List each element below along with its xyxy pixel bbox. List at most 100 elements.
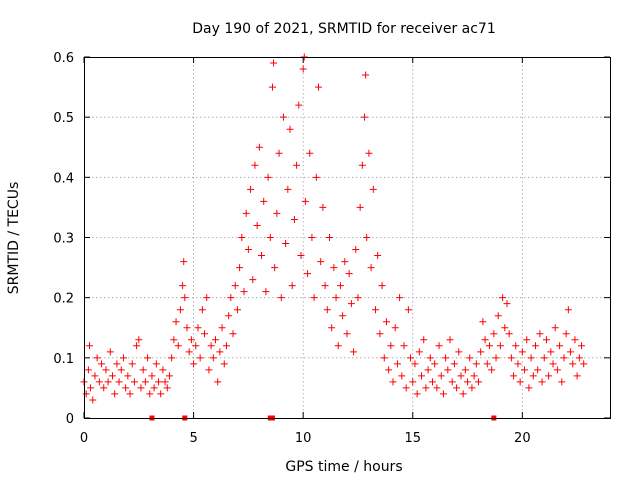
- data-point: [172, 318, 180, 326]
- data-point: [146, 390, 154, 398]
- data-point: [181, 294, 189, 302]
- data-point: [104, 378, 112, 386]
- data-point: [273, 209, 281, 217]
- y-tick-label: 0.3: [53, 232, 74, 247]
- data-point: [137, 384, 145, 392]
- data-point: [540, 354, 548, 362]
- data-point: [148, 372, 156, 380]
- data-point: [470, 372, 478, 380]
- data-point: [418, 372, 426, 380]
- data-point: [361, 113, 369, 121]
- data-point: [407, 354, 415, 362]
- data-point: [536, 330, 544, 338]
- data-point: [209, 354, 217, 362]
- data-point: [446, 336, 454, 344]
- data-point: [560, 354, 568, 362]
- data-point: [402, 384, 410, 392]
- data-point: [496, 342, 504, 350]
- data-point: [431, 360, 439, 368]
- data-point: [98, 360, 106, 368]
- data-point: [233, 306, 241, 314]
- data-point: [538, 378, 546, 386]
- data-point: [553, 366, 561, 374]
- data-point: [571, 336, 579, 344]
- y-tick-label: 0.1: [53, 352, 74, 367]
- data-point: [439, 390, 447, 398]
- data-point: [194, 324, 202, 332]
- x-tick-label: 0: [80, 431, 88, 446]
- data-point: [198, 306, 206, 314]
- data-point: [389, 378, 397, 386]
- data-point: [187, 336, 195, 344]
- data-point: [135, 336, 143, 344]
- data-point: [84, 366, 92, 374]
- data-point: [367, 264, 375, 272]
- data-point: [220, 360, 228, 368]
- data-point: [371, 306, 379, 314]
- y-axis-label: SRMTID / TECUs: [6, 182, 22, 295]
- data-point: [183, 324, 191, 332]
- data-point: [492, 354, 500, 362]
- data-point: [212, 336, 219, 344]
- data-point: [354, 294, 362, 302]
- data-point: [277, 294, 285, 302]
- data-point: [442, 354, 450, 362]
- data-point: [270, 59, 278, 67]
- data-point: [518, 348, 526, 356]
- data-point: [258, 252, 266, 260]
- data-point: [115, 378, 123, 386]
- data-point: [284, 185, 292, 193]
- data-point: [128, 360, 136, 368]
- data-point: [450, 360, 458, 368]
- y-tick-label: 0.4: [53, 171, 74, 186]
- x-axis-label: GPS time / hours: [285, 459, 402, 475]
- data-point: [95, 378, 103, 386]
- data-point: [225, 312, 233, 320]
- data-point: [580, 360, 588, 368]
- data-point: [113, 360, 121, 368]
- data-point: [488, 366, 496, 374]
- data-point: [549, 360, 557, 368]
- data-point: [321, 282, 329, 290]
- data-point: [93, 354, 101, 362]
- data-point: [413, 390, 421, 398]
- data-point: [268, 83, 276, 91]
- data-point: [479, 318, 487, 326]
- data-point: [448, 378, 456, 386]
- data-point: [106, 348, 114, 356]
- data-point: [165, 372, 173, 380]
- data-point: [374, 252, 382, 260]
- grid-lines: [84, 57, 610, 418]
- data-point: [426, 354, 434, 362]
- data-point: [466, 354, 474, 362]
- data-point: [523, 336, 531, 344]
- data-point: [358, 161, 366, 169]
- data-point: [150, 384, 158, 392]
- data-point: [334, 342, 342, 350]
- data-point: [174, 342, 182, 350]
- data-point: [453, 384, 461, 392]
- data-point: [330, 264, 338, 272]
- data-point: [312, 173, 320, 181]
- data-point: [499, 294, 507, 302]
- data-point: [262, 288, 270, 296]
- data-point: [385, 366, 393, 374]
- data-point: [111, 390, 119, 398]
- data-point: [247, 185, 255, 193]
- data-point: [393, 360, 401, 368]
- data-point: [514, 360, 522, 368]
- data-point: [365, 149, 373, 157]
- data-point: [216, 348, 224, 356]
- data-point: [363, 234, 371, 241]
- data-point: [144, 354, 152, 362]
- data-point: [551, 324, 559, 332]
- data-point: [481, 336, 489, 344]
- data-point: [91, 372, 99, 380]
- data-point: [362, 71, 370, 79]
- data-point: [490, 330, 498, 338]
- data-point: [556, 342, 564, 350]
- x-tick-label: 10: [295, 431, 312, 446]
- data-point: [249, 276, 257, 284]
- x-tick-label: 15: [404, 431, 421, 446]
